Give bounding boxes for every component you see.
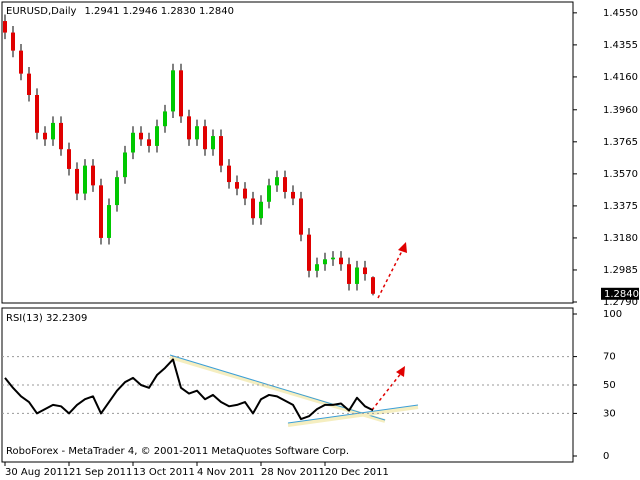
trend-line (287, 404, 419, 424)
candle-body (3, 21, 7, 33)
candle-body (123, 152, 127, 178)
candle-body (67, 149, 71, 169)
y-tick-label: 1.4160 (603, 72, 638, 83)
y-tick-label: 70 (603, 352, 616, 363)
candle-body (323, 259, 327, 265)
trend-shade (287, 405, 419, 427)
candle-body (107, 205, 111, 238)
symbol: EURUSD,Daily (6, 6, 77, 17)
candle-body (11, 32, 15, 51)
y-tick-label: 1.2790 (603, 297, 638, 308)
candle-body (275, 177, 279, 186)
candle-body (211, 136, 215, 150)
candle-body (195, 126, 199, 140)
candle-body (243, 188, 247, 199)
watermark: RoboForex - MetaTrader 4, © 2001-2011 Me… (6, 446, 349, 457)
candle-body (283, 177, 287, 192)
y-tick-label: 1.3180 (603, 233, 638, 244)
y-tick-label: 30 (603, 408, 616, 419)
candle-body (227, 165, 231, 183)
candle-body (299, 198, 303, 235)
candle-body (219, 136, 223, 166)
y-tick-label: 1.3570 (603, 169, 638, 180)
candle-body (91, 165, 95, 186)
y-tick-label: 1.2985 (603, 265, 638, 276)
last-price-badge (601, 287, 639, 300)
candle-body (235, 182, 239, 189)
candle-body (307, 234, 311, 271)
candle-body (139, 132, 143, 140)
candle-body (347, 264, 351, 284)
candle-body (291, 191, 295, 199)
candle-body (251, 198, 255, 219)
price-panel (1, 1, 574, 304)
candle-body (163, 111, 167, 127)
x-tick-label: 30 Aug 2011 (5, 467, 69, 478)
arrow-head (398, 242, 407, 253)
candle-body (51, 122, 55, 140)
y-tick-label: 100 (603, 309, 622, 320)
price-header: EURUSD,Daily 1.2941 1.2946 1.2830 1.2840 (6, 6, 234, 17)
candle-body (267, 185, 271, 202)
candle-body (27, 73, 31, 95)
candle-body (371, 277, 375, 294)
candle-body (339, 257, 343, 265)
y-tick-label: 1.3960 (603, 105, 638, 116)
y-tick-label: 1.4355 (603, 40, 638, 51)
x-tick-label: 4 Nov 2011 (197, 467, 255, 478)
rsi-title: RSI(13) 32.2309 (6, 313, 87, 324)
y-tick-label: 1.4550 (603, 8, 638, 19)
forecast-arrow (371, 371, 403, 411)
candle-body (203, 126, 207, 150)
candle-body (147, 139, 151, 146)
x-tick-label: 28 Nov 2011 (261, 467, 325, 478)
candle-body (99, 185, 103, 238)
candle-body (187, 116, 191, 140)
ohlc: 1.2941 1.2946 1.2830 1.2840 (84, 6, 234, 17)
candle-body (171, 70, 175, 112)
candle-body (363, 267, 367, 275)
candle-body (131, 132, 135, 153)
y-tick-label: 0 (603, 451, 609, 462)
candle-body (355, 267, 359, 284)
candle-body (115, 177, 119, 206)
candle-body (259, 201, 263, 219)
candle-body (331, 257, 335, 260)
y-tick-label: 1.3765 (603, 137, 638, 148)
candle-body (19, 50, 23, 74)
candle-body (35, 94, 39, 133)
candle-body (59, 122, 63, 150)
y-tick-label: 1.3375 (603, 201, 638, 212)
candle-body (155, 126, 159, 146)
y-tick-label: 50 (603, 380, 616, 391)
arrow-head (396, 366, 405, 377)
candle-body (75, 168, 79, 194)
last-price-label: 1.2840 (604, 289, 639, 300)
x-tick-label: 13 Oct 2011 (133, 467, 195, 478)
candle-body (179, 70, 183, 117)
x-tick-label: 21 Sep 2011 (69, 467, 132, 478)
rsi-line (4, 358, 374, 421)
candle-body (83, 165, 87, 194)
candle-body (315, 264, 319, 271)
candle-body (43, 132, 47, 140)
x-tick-label: 20 Dec 2011 (325, 467, 389, 478)
